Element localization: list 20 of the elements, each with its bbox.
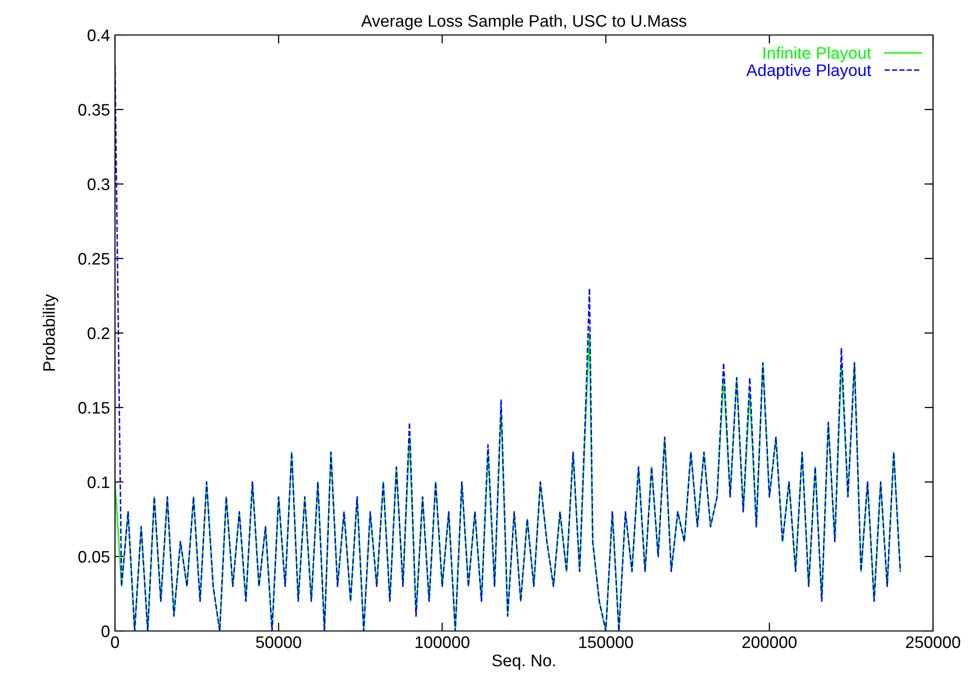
x-tick-label: 100000 — [416, 636, 470, 648]
y-tick-label: 0.25 — [78, 252, 110, 265]
legend-label: Adaptive Playout — [746, 64, 872, 80]
x-axis-title: Seq. No. — [492, 654, 555, 670]
x-tick-label: 0 — [111, 636, 119, 648]
y-tick-label: 0 — [102, 625, 110, 638]
legend-label: Infinite Playout — [764, 46, 872, 62]
x-tick-label: 200000 — [742, 636, 797, 648]
y-tick-label: 0.1 — [88, 476, 110, 488]
y-tick-label: 0.15 — [78, 402, 110, 414]
chart-title: Average Loss Sample Path, USC to U.Mass — [361, 14, 686, 30]
x-tick-label: 150000 — [579, 636, 633, 648]
y-tick-label: 0.2 — [88, 327, 110, 340]
x-tick-label: 250000 — [906, 636, 960, 648]
y-tick-label: 0.35 — [78, 104, 110, 116]
y-tick-label: 0.05 — [78, 550, 110, 563]
y-tick-label: 0.3 — [88, 178, 110, 190]
y-axis-title: Probability — [42, 294, 58, 371]
y-tick-label: 0.4 — [88, 29, 110, 42]
x-tick-label: 50000 — [256, 636, 302, 648]
